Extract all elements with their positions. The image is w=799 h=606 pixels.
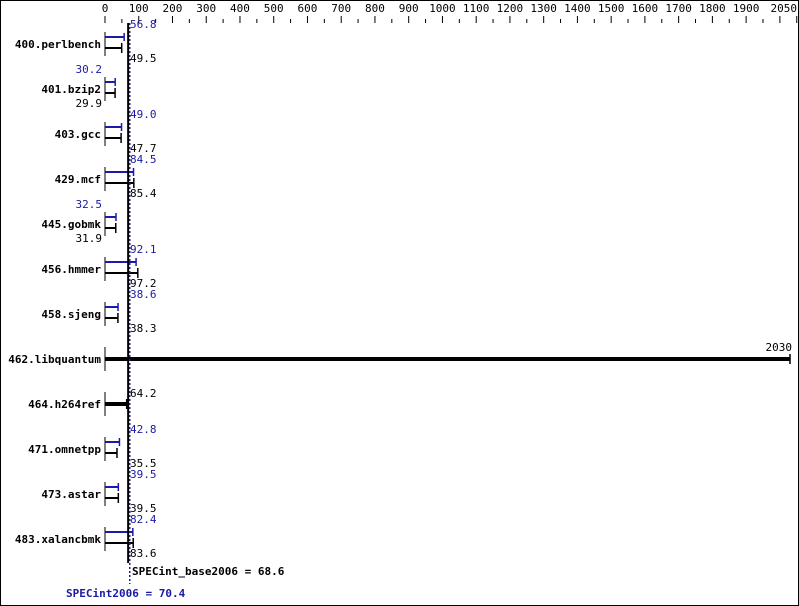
category-label: 458.sjeng — [41, 308, 101, 321]
category-label: 483.xalancbmk — [15, 533, 101, 546]
peak-value-label: 49.0 — [130, 108, 157, 121]
peak-value-label: 32.5 — [76, 198, 103, 211]
x-tick-label: 1100 — [463, 2, 490, 15]
base-value-label: 97.2 — [130, 277, 157, 290]
base-value-label: 38.3 — [130, 322, 157, 335]
peak-score-label: SPECint2006 = 70.4 — [66, 587, 186, 600]
category-label: 400.perlbench — [15, 38, 101, 51]
x-tick-label: 1200 — [497, 2, 524, 15]
x-tick-label: 100 — [129, 2, 149, 15]
base-value-label: 2030 — [766, 341, 793, 354]
base-value-label: 49.5 — [130, 52, 157, 65]
x-tick-label: 1500 — [598, 2, 625, 15]
category-label: 462.libquantum — [8, 353, 101, 366]
base-value-label: 83.6 — [130, 547, 157, 560]
peak-value-label: 42.8 — [130, 423, 157, 436]
category-label: 445.gobmk — [41, 218, 101, 231]
x-tick-label: 1800 — [699, 2, 726, 15]
base-value-label: 35.5 — [130, 457, 157, 470]
x-tick-label: 900 — [399, 2, 419, 15]
x-tick-label: 400 — [230, 2, 250, 15]
base-value-label: 85.4 — [130, 187, 157, 200]
x-tick-label: 1700 — [665, 2, 692, 15]
x-tick-label: 1400 — [564, 2, 591, 15]
x-tick-label: 300 — [196, 2, 216, 15]
base-value-label: 29.9 — [76, 97, 103, 110]
base-value-label: 47.7 — [130, 142, 157, 155]
x-tick-label: 800 — [365, 2, 385, 15]
base-value-label: 64.2 — [130, 387, 157, 400]
base-value-label: 31.9 — [76, 232, 103, 245]
base-value-label: 39.5 — [130, 502, 157, 515]
category-label: 473.astar — [41, 488, 101, 501]
peak-value-label: 39.5 — [130, 468, 157, 481]
x-tick-label: 1600 — [632, 2, 659, 15]
x-tick-label: 700 — [331, 2, 351, 15]
peak-value-label: 56.8 — [130, 18, 157, 31]
category-label: 456.hmmer — [41, 263, 101, 276]
x-tick-label: 500 — [264, 2, 284, 15]
base-score-label: SPECint_base2006 = 68.6 — [132, 565, 285, 578]
category-label: 471.omnetpp — [28, 443, 101, 456]
x-tick-label: 600 — [298, 2, 318, 15]
peak-value-label: 30.2 — [76, 63, 103, 76]
category-label: 464.h264ref — [28, 398, 101, 411]
category-label: 429.mcf — [55, 173, 101, 186]
x-tick-label: 2050 — [771, 2, 798, 15]
category-label: 401.bzip2 — [41, 83, 101, 96]
peak-value-label: 82.4 — [130, 513, 157, 526]
x-tick-label: 1900 — [733, 2, 760, 15]
x-tick-label: 1300 — [530, 2, 557, 15]
peak-value-label: 92.1 — [130, 243, 157, 256]
x-tick-label: 1000 — [429, 2, 456, 15]
x-tick-label: 0 — [102, 2, 109, 15]
x-tick-label: 200 — [163, 2, 183, 15]
peak-value-label: 38.6 — [130, 288, 157, 301]
peak-value-label: 84.5 — [130, 153, 157, 166]
category-label: 403.gcc — [55, 128, 101, 141]
